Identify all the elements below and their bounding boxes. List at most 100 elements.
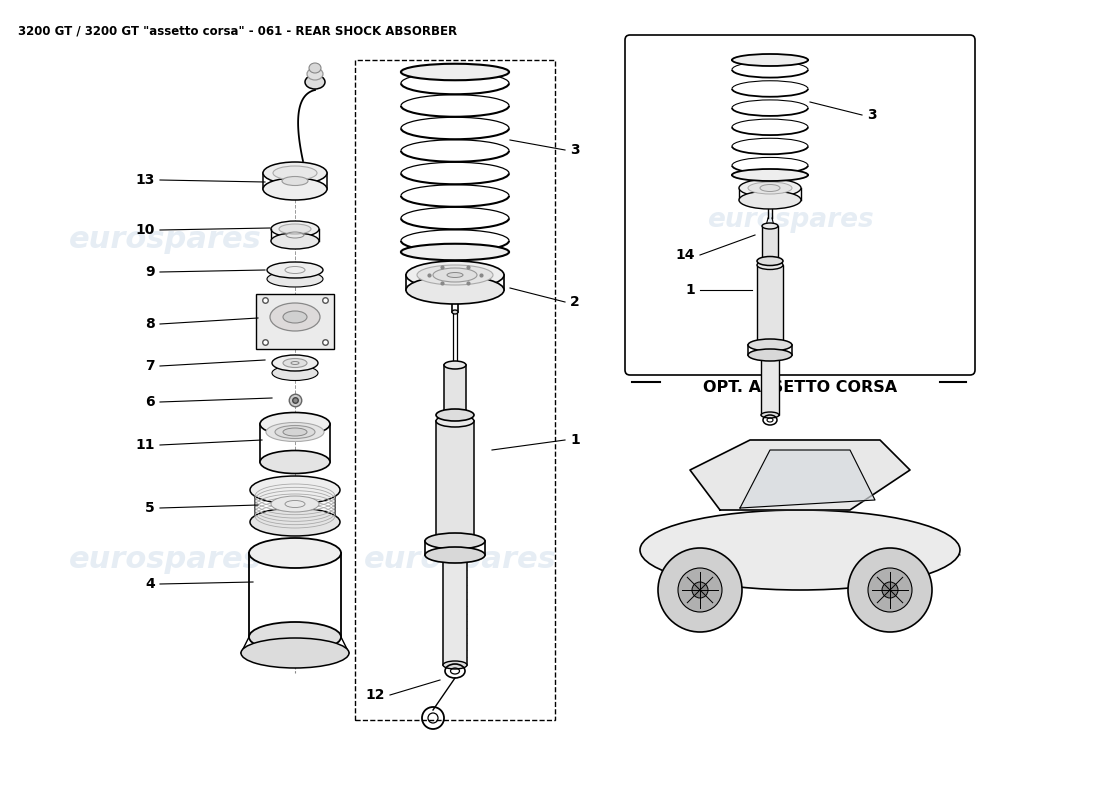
Bar — [444, 365, 466, 415]
Bar — [443, 555, 468, 665]
Text: 1: 1 — [685, 283, 695, 297]
Ellipse shape — [402, 244, 509, 260]
Text: 3: 3 — [570, 143, 580, 157]
Ellipse shape — [273, 166, 317, 180]
Ellipse shape — [436, 415, 474, 427]
Bar — [436, 421, 474, 541]
Text: 11: 11 — [135, 438, 155, 452]
Text: 5: 5 — [145, 501, 155, 515]
Circle shape — [848, 548, 932, 632]
Ellipse shape — [762, 258, 778, 264]
Text: 3: 3 — [867, 108, 877, 122]
Text: eurospares: eurospares — [68, 546, 262, 574]
Bar — [762, 226, 778, 261]
Ellipse shape — [447, 273, 463, 278]
Ellipse shape — [305, 75, 324, 89]
Text: 7: 7 — [145, 359, 155, 373]
Ellipse shape — [760, 185, 780, 191]
Ellipse shape — [443, 551, 468, 559]
Text: 1: 1 — [570, 433, 580, 447]
Polygon shape — [690, 440, 910, 510]
Ellipse shape — [263, 162, 327, 184]
Circle shape — [882, 582, 898, 598]
Text: 10: 10 — [135, 223, 155, 237]
Text: 8: 8 — [145, 317, 155, 331]
Ellipse shape — [271, 221, 319, 237]
Ellipse shape — [425, 533, 485, 549]
Ellipse shape — [275, 426, 315, 438]
Text: 12: 12 — [365, 688, 385, 702]
Ellipse shape — [250, 508, 340, 536]
Text: 6: 6 — [145, 395, 155, 409]
Ellipse shape — [739, 191, 801, 209]
Ellipse shape — [640, 510, 960, 590]
Circle shape — [868, 568, 912, 612]
Ellipse shape — [761, 412, 779, 418]
Ellipse shape — [757, 257, 783, 266]
Text: eurospares: eurospares — [68, 226, 262, 254]
Ellipse shape — [267, 271, 323, 287]
Text: 2: 2 — [570, 295, 580, 309]
Ellipse shape — [241, 638, 349, 668]
Ellipse shape — [283, 428, 307, 436]
Text: OPT. ASSETTO CORSA: OPT. ASSETTO CORSA — [703, 380, 898, 395]
Circle shape — [678, 568, 722, 612]
Ellipse shape — [762, 223, 778, 229]
Text: 9: 9 — [145, 265, 155, 279]
Ellipse shape — [748, 182, 792, 194]
Ellipse shape — [436, 409, 474, 421]
Ellipse shape — [761, 352, 779, 358]
Ellipse shape — [748, 349, 792, 361]
Ellipse shape — [757, 261, 783, 270]
Ellipse shape — [266, 422, 324, 442]
Ellipse shape — [406, 261, 504, 289]
Ellipse shape — [283, 358, 307, 367]
Ellipse shape — [250, 476, 340, 504]
Ellipse shape — [433, 268, 477, 282]
Ellipse shape — [270, 303, 320, 331]
Text: 14: 14 — [675, 248, 695, 262]
Ellipse shape — [732, 169, 808, 181]
Circle shape — [658, 548, 742, 632]
Text: 13: 13 — [135, 173, 155, 187]
Ellipse shape — [272, 366, 318, 381]
Ellipse shape — [444, 411, 466, 419]
Text: eurospares: eurospares — [364, 546, 557, 574]
Ellipse shape — [249, 622, 341, 652]
Bar — [757, 265, 783, 345]
Ellipse shape — [271, 496, 319, 512]
Ellipse shape — [263, 178, 327, 200]
Circle shape — [692, 582, 708, 598]
Ellipse shape — [283, 311, 307, 323]
Ellipse shape — [271, 233, 319, 249]
Ellipse shape — [436, 535, 474, 547]
Ellipse shape — [307, 68, 323, 80]
Ellipse shape — [260, 413, 330, 435]
Text: 3200 GT / 3200 GT "assetto corsa" - 061 - REAR SHOCK ABSORBER: 3200 GT / 3200 GT "assetto corsa" - 061 … — [18, 25, 458, 38]
Ellipse shape — [748, 339, 792, 351]
Ellipse shape — [417, 265, 493, 285]
Ellipse shape — [279, 224, 311, 234]
Ellipse shape — [249, 538, 341, 568]
Ellipse shape — [267, 262, 323, 278]
FancyBboxPatch shape — [625, 35, 975, 375]
Ellipse shape — [732, 54, 808, 66]
Ellipse shape — [757, 341, 783, 350]
Ellipse shape — [402, 64, 509, 80]
Ellipse shape — [282, 177, 308, 186]
Ellipse shape — [739, 179, 801, 197]
Ellipse shape — [443, 661, 468, 669]
Bar — [761, 355, 779, 415]
Ellipse shape — [272, 355, 318, 371]
Ellipse shape — [260, 450, 330, 474]
Text: 4: 4 — [145, 577, 155, 591]
Ellipse shape — [452, 310, 458, 314]
Bar — [256, 294, 334, 349]
Ellipse shape — [406, 276, 504, 304]
Ellipse shape — [444, 361, 466, 369]
Ellipse shape — [309, 63, 321, 73]
Text: eurospares: eurospares — [706, 207, 873, 233]
Polygon shape — [740, 450, 874, 508]
Ellipse shape — [425, 547, 485, 563]
Bar — [355, 60, 556, 720]
